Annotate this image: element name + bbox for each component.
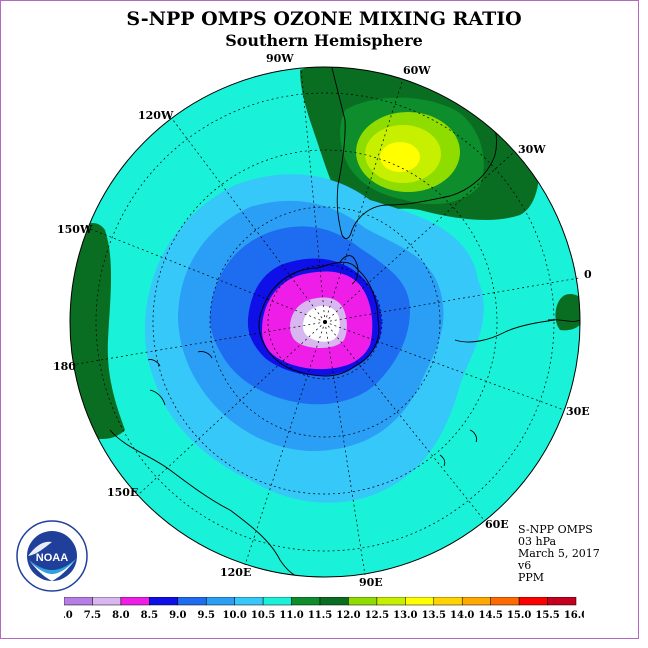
colorbar-swatch [120, 597, 150, 606]
lon-label-90e: 90E [359, 576, 383, 589]
colorbar-swatches [64, 597, 577, 606]
colorbar-tick-label: 15.0 [507, 610, 531, 621]
info-block: S-NPP OMPS 03 hPa March 5, 2017 v6 PPM [518, 524, 600, 584]
colorbar-swatch [149, 597, 179, 606]
colorbar-tick-label: 7.0 [64, 610, 73, 621]
colorbar-tick-label: 16.0 [564, 610, 584, 621]
colorbar-swatch [376, 597, 406, 606]
lat-circle-80s [267, 264, 383, 380]
meridian-60w [324, 81, 403, 323]
lon-label-0: 0 [584, 268, 592, 281]
map-subtitle: Southern Hemisphere [225, 31, 423, 50]
colorbar-tick-label: 11.0 [279, 610, 303, 621]
coastlines [109, 67, 580, 577]
colorbar: 7.0 7.5 8.0 8.5 9.0 9.5 10.0 10.5 11.0 11.5 12.0 12… [64, 597, 584, 621]
colorbar-ticks: 7.0 7.5 8.0 8.5 9.0 9.5 10.0 10.5 11.0 11.5 12.0 12… [64, 610, 584, 621]
map-title: S-NPP OMPS OZONE MIXING RATIO [126, 8, 522, 30]
colorbar-swatch [262, 597, 292, 606]
colorbar-tick-label: 9.0 [169, 610, 186, 621]
south-pole-marker [323, 320, 327, 324]
colorbar-swatch [92, 597, 122, 606]
info-instrument: S-NPP OMPS [518, 523, 593, 536]
colorbar-swatch [319, 597, 349, 606]
colorbar-tick-label: 10.5 [251, 610, 275, 621]
colorbar-tick-label: 12.0 [336, 610, 360, 621]
contour-13-5-region [380, 142, 420, 172]
info-date: March 5, 2017 [518, 547, 600, 560]
colorbar-tick-label: 9.5 [198, 610, 215, 621]
info-units: PPM [518, 571, 545, 584]
map-boundary [69, 66, 581, 578]
lat-circle-50s [95, 92, 555, 552]
colorbar-swatch [177, 597, 207, 606]
colorbar-tick-label: 14.5 [478, 610, 502, 621]
meridian-30w [324, 152, 514, 323]
colorbar-swatch [490, 597, 520, 606]
graticule [70, 67, 580, 576]
colorbar-swatch [348, 597, 378, 606]
colorbar-tick-label: 10.0 [222, 610, 246, 621]
tasmania-coast [197, 351, 213, 359]
lon-label-120w: 120W [138, 109, 174, 122]
lon-label-60w: 60W [403, 64, 431, 77]
meridian-120w [172, 119, 326, 323]
colorbar-swatch [205, 597, 235, 606]
lat-circle-60s [152, 149, 498, 495]
colorbar-tick-label: 11.5 [308, 610, 332, 621]
noaa-logo-text: NOAA [36, 552, 68, 564]
colorbar-swatch [461, 597, 491, 606]
lon-label-90w: 90W [266, 52, 294, 65]
antarctic-peninsula [339, 255, 359, 285]
colorbar-tick-label: 12.5 [365, 610, 389, 621]
lon-label-60e: 60E [485, 518, 509, 531]
colorbar-tick-label: 14.0 [450, 610, 474, 621]
africa-coast [547, 319, 580, 322]
colorbar-tick-label: 8.5 [141, 610, 158, 621]
australia-coast [109, 429, 311, 577]
colorbar-swatch [405, 597, 435, 606]
contour-7-0 [303, 305, 340, 342]
colorbar-swatch [547, 597, 577, 606]
colorbar-swatch [234, 597, 264, 606]
lon-label-30w: 30W [518, 143, 546, 156]
colorbar-swatch [291, 597, 321, 606]
colorbar-tick-label: 15.5 [535, 610, 559, 621]
colorbar-tick-label: 13.0 [393, 610, 417, 621]
southern-africa-islands [454, 319, 556, 343]
lat-circle-70s [209, 206, 441, 438]
lon-label-120e: 120E [220, 566, 252, 579]
colorbar-swatch [518, 597, 548, 606]
noaa-logo: NOAA [16, 520, 88, 592]
colorbar-tick-label: 13.5 [422, 610, 446, 621]
lon-label-180: 180 [53, 360, 76, 373]
info-level: 03 hPa [518, 535, 557, 548]
colorbar-swatch [433, 597, 463, 606]
antarctica-coast [258, 261, 380, 377]
lon-label-150w: 150W [57, 223, 93, 236]
colorbar-swatch [64, 597, 93, 606]
colorbar-tick-label: 8.0 [112, 610, 129, 621]
south-america-coast [329, 67, 497, 240]
meridian-60e [324, 321, 485, 521]
lon-label-150e: 150E [107, 486, 139, 499]
ozone-field [70, 67, 580, 577]
indian-ocean-islands [439, 429, 478, 467]
lon-label-30e: 30E [566, 405, 590, 418]
info-version: v6 [518, 559, 532, 572]
new-zealand-coast [147, 359, 166, 406]
colorbar-tick-label: 7.5 [84, 610, 101, 621]
